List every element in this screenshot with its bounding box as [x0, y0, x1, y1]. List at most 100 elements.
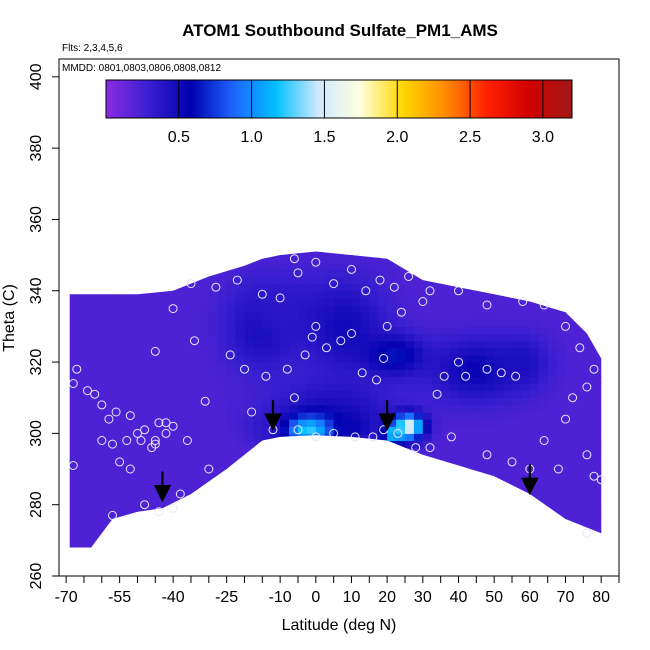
heatmap-cell [529, 461, 540, 470]
heatmap-cell [155, 454, 165, 463]
heatmap-cell [476, 283, 486, 292]
heatmap-cell [324, 319, 335, 327]
heatmap-cell [538, 362, 549, 370]
heatmap-cell [529, 519, 540, 527]
heatmap-cell [191, 540, 201, 548]
heatmap-cell [351, 412, 361, 420]
heatmap-cell [413, 412, 424, 420]
heatmap-cell [244, 283, 254, 292]
heatmap-cell [520, 461, 531, 470]
heatmap-cell [360, 412, 370, 420]
heatmap-cell [431, 404, 442, 413]
heatmap-cell [92, 362, 103, 370]
heatmap-cell [324, 333, 335, 342]
heatmap-cell [199, 319, 210, 327]
x-axis-label: Latitude (deg N) [282, 617, 397, 634]
heatmap-cell [387, 540, 397, 548]
heatmap-cell [101, 376, 112, 384]
sample-point [589, 364, 599, 374]
heatmap-cell [378, 540, 388, 548]
heatmap-cell [191, 483, 201, 491]
heatmap-cell [583, 347, 593, 356]
heatmap-cell [69, 283, 76, 292]
heatmap-cell [101, 369, 112, 377]
heatmap-cell [226, 533, 237, 541]
heatmap-cell [155, 404, 165, 413]
heatmap-cell [422, 526, 433, 534]
heatmap-cell [520, 404, 531, 413]
heatmap-cell [129, 241, 139, 249]
heatmap-cell [164, 262, 174, 270]
heatmap-cell [137, 251, 147, 256]
heatmap-cell [262, 354, 272, 363]
heatmap-cell [217, 354, 228, 363]
heatmap-cell [128, 383, 139, 392]
heatmap-cell [351, 354, 361, 363]
heatmap-cell [306, 269, 317, 278]
heatmap-cell [485, 461, 495, 470]
heatmap-cell [84, 461, 94, 470]
heatmap-cell [182, 251, 192, 256]
heatmap-cell [280, 440, 290, 449]
heatmap-cell [387, 483, 397, 491]
heatmap-cell [431, 269, 442, 278]
heatmap-cell [191, 461, 201, 470]
heatmap-cell [467, 555, 477, 563]
heatmap-cell [565, 440, 575, 449]
heatmap-cell [306, 511, 317, 520]
heatmap-cell [271, 241, 281, 249]
heatmap-cell [369, 312, 379, 320]
heatmap-cell [199, 251, 210, 256]
heatmap-cell [413, 540, 424, 548]
heatmap-cell [342, 276, 353, 285]
heatmap-cell [69, 347, 76, 356]
heatmap-cell [405, 283, 415, 292]
heatmap-cell [271, 540, 281, 548]
heatmap-cell [592, 426, 602, 434]
heatmap-cell [315, 497, 326, 506]
heatmap-cell [262, 476, 272, 484]
heatmap-cell [405, 312, 415, 320]
heatmap-cell [324, 262, 335, 270]
heatmap-cell [387, 454, 397, 463]
heatmap-cell [298, 255, 308, 263]
heatmap-cell [235, 269, 246, 278]
heatmap-cell [360, 526, 370, 534]
heatmap-cell [592, 404, 602, 413]
heatmap-cell [280, 383, 290, 392]
heatmap-cell [592, 347, 602, 356]
heatmap-cell [244, 469, 254, 477]
heatmap-cell [173, 419, 183, 427]
heatmap-cell [592, 262, 602, 270]
heatmap-cell [476, 555, 486, 563]
heatmap-cell [583, 369, 593, 377]
heatmap-cell [503, 319, 513, 327]
heatmap-cell [137, 283, 147, 292]
heatmap-cell [449, 333, 460, 342]
heatmap-cell [217, 433, 228, 442]
heatmap-cell [298, 433, 308, 442]
heatmap-cell [298, 511, 308, 520]
heatmap-cell [235, 497, 246, 506]
heatmap-cell [342, 255, 353, 263]
heatmap-cell [217, 319, 228, 327]
sample-points [68, 254, 606, 538]
heatmap-cell [476, 548, 486, 556]
heatmap-cell [547, 440, 558, 449]
heatmap-cell [431, 469, 442, 477]
heatmap-cell [324, 526, 335, 534]
heatmap-cell [307, 555, 317, 563]
heatmap-cell [583, 326, 593, 335]
heatmap-cell [512, 526, 522, 534]
heatmap-cell [155, 269, 165, 278]
heatmap-cell [298, 404, 308, 413]
heatmap-cell [413, 312, 424, 320]
heatmap-cell [128, 447, 139, 456]
heatmap-cell [155, 433, 165, 442]
heatmap-cell [458, 255, 468, 263]
heatmap-cell [191, 354, 201, 363]
heatmap-cell [315, 290, 326, 299]
heatmap-cell [333, 483, 344, 491]
heatmap-cell [119, 255, 130, 263]
heatmap-cell [601, 255, 611, 263]
